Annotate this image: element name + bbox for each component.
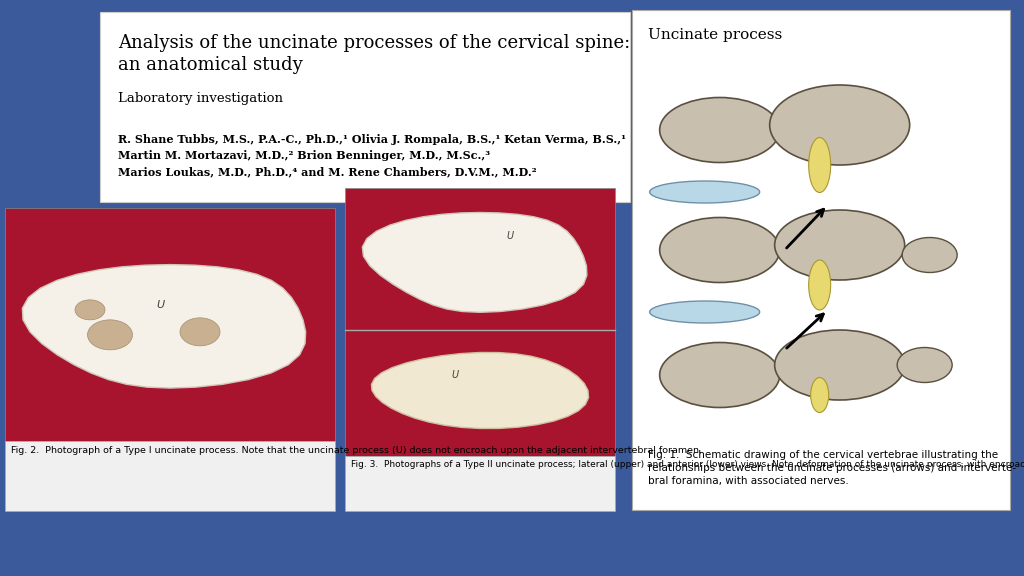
Bar <box>632 10 1010 510</box>
Ellipse shape <box>775 210 904 280</box>
Text: U: U <box>507 231 514 241</box>
Ellipse shape <box>649 181 760 203</box>
Ellipse shape <box>649 301 760 323</box>
Ellipse shape <box>180 318 220 346</box>
Text: Analysis of the uncinate processes of the cervical spine:: Analysis of the uncinate processes of th… <box>118 34 630 52</box>
Text: Martin M. Mortazavi, M.D.,² Brion Benninger, M.D., M.Sc.,³: Martin M. Mortazavi, M.D.,² Brion Bennin… <box>118 150 490 161</box>
Ellipse shape <box>659 218 779 282</box>
Bar <box>345 330 615 456</box>
Bar <box>5 208 335 441</box>
Text: Fig. 3.  Photographs of a Type II uncinate process; lateral (upper) and anterior: Fig. 3. Photographs of a Type II uncinat… <box>351 460 1024 469</box>
Text: Fig. 1.  Schematic drawing of the cervical vertebrae illustrating the
relationsh: Fig. 1. Schematic drawing of the cervica… <box>648 450 1016 486</box>
Bar <box>345 456 615 511</box>
Bar <box>100 12 630 202</box>
Polygon shape <box>372 353 589 429</box>
Polygon shape <box>23 264 306 388</box>
Ellipse shape <box>897 347 952 382</box>
Ellipse shape <box>659 97 779 162</box>
Bar <box>345 188 615 330</box>
Text: U: U <box>156 300 164 310</box>
Ellipse shape <box>775 330 904 400</box>
Bar <box>5 441 335 511</box>
Text: Fig. 2.  Photograph of a Type I uncinate process. Note that the uncinate process: Fig. 2. Photograph of a Type I uncinate … <box>11 446 702 455</box>
Ellipse shape <box>902 237 957 272</box>
Ellipse shape <box>811 377 828 412</box>
Text: an anatomical study: an anatomical study <box>118 56 303 74</box>
Polygon shape <box>362 213 587 312</box>
Ellipse shape <box>87 320 132 350</box>
Text: R. Shane Tubbs, M.S., P.A.-C., Ph.D.,¹ Olivia J. Rompala, B.S.,¹ Ketan Verma, B.: R. Shane Tubbs, M.S., P.A.-C., Ph.D.,¹ O… <box>118 134 626 145</box>
Ellipse shape <box>75 300 105 320</box>
Ellipse shape <box>809 260 830 310</box>
Text: Uncinate process: Uncinate process <box>648 28 782 42</box>
Text: Marios Loukas, M.D., Ph.D.,⁴ and M. Rene Chambers, D.V.M., M.D.²: Marios Loukas, M.D., Ph.D.,⁴ and M. Rene… <box>118 166 537 177</box>
Ellipse shape <box>659 343 779 407</box>
Ellipse shape <box>809 138 830 192</box>
Ellipse shape <box>770 85 909 165</box>
Text: Laboratory investigation: Laboratory investigation <box>118 92 283 105</box>
Text: U: U <box>452 370 459 381</box>
